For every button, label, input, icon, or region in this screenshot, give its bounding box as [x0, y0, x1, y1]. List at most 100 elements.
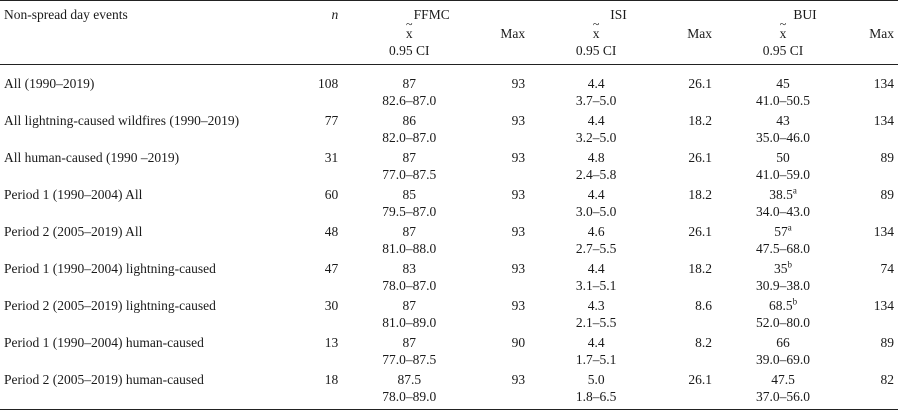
- bui-significance-mark: a: [787, 222, 792, 233]
- bui-max: 134: [873, 224, 894, 239]
- table-row-ci: 78.0–89.0 1.8–6.5 37.0–56.0: [0, 388, 898, 410]
- bui-median-symbol: x: [780, 16, 787, 42]
- isi-median: 4.3: [587, 298, 605, 313]
- isi-max: 18.2: [688, 187, 712, 202]
- row-label: Period 1 (1990–2004) All: [4, 187, 143, 202]
- bui-median: 35: [774, 261, 788, 276]
- table-row: All human-caused (1990 –2019) 31 87 93 4.8 26…: [0, 149, 898, 166]
- bui-median: 50: [776, 150, 790, 165]
- row-n: 31: [324, 150, 339, 165]
- ffmc-median: 85: [402, 187, 417, 202]
- bui-ci: 41.0–59.0: [756, 167, 811, 182]
- ffmc-ci: 77.0–87.5: [382, 352, 437, 367]
- row-n: 108: [317, 76, 339, 91]
- bui-ci: 47.5–68.0: [756, 241, 811, 256]
- table-row: Period 1 (1990–2004) All 60 85 93 4.4 18.2 38.…: [0, 186, 898, 203]
- ffmc-ci: 77.0–87.5: [382, 167, 437, 182]
- table-row-ci: 77.0–87.5 1.7–5.1 39.0–69.0: [0, 351, 898, 371]
- table-row-ci: 82.6–87.0 3.7–5.0 41.0–50.5: [0, 92, 898, 112]
- row-label: Period 2 (2005–2019) lightning-caused: [4, 298, 216, 313]
- bui-median-cell: 50: [712, 149, 854, 166]
- isi-ci: 3.0–5.0: [575, 204, 617, 219]
- bui-significance-mark: a: [792, 185, 797, 196]
- bui-max: 82: [880, 372, 895, 387]
- isi-ci: 1.7–5.1: [575, 352, 617, 367]
- isi-median-symbol: x: [593, 16, 600, 42]
- ffmc-median: 83: [402, 261, 417, 276]
- header-ffmc: FFMC: [338, 0, 526, 25]
- isi-median: 4.4: [587, 261, 605, 276]
- bui-significance-mark: b: [787, 259, 793, 270]
- ffmc-ci: 78.0–89.0: [338, 388, 481, 410]
- table-row-ci: 81.0–89.0 2.1–5.5 52.0–80.0: [0, 314, 898, 334]
- bui-median: 57: [774, 224, 788, 239]
- bui-max: 89: [880, 335, 895, 350]
- bui-median: 47.5: [771, 372, 795, 387]
- isi-median: 4.8: [587, 150, 605, 165]
- bui-median-cell: 45: [712, 75, 854, 92]
- bui-ci: 41.0–50.5: [756, 93, 811, 108]
- row-n: 60: [324, 187, 339, 202]
- ffmc-ci: 79.5–87.0: [382, 204, 437, 219]
- row-n: 18: [324, 372, 339, 387]
- isi-max: 8.2: [695, 335, 712, 350]
- bui-median: 45: [776, 76, 790, 91]
- header-isi: ISI: [525, 0, 712, 25]
- bui-max: 134: [873, 76, 894, 91]
- row-label: All human-caused (1990 –2019): [4, 150, 180, 165]
- table-row: Period 2 (2005–2019) human-caused 18 87.5 9…: [0, 371, 898, 388]
- isi-max: 26.1: [688, 76, 712, 91]
- isi-max: 8.6: [695, 298, 712, 313]
- isi-max: 18.2: [688, 113, 712, 128]
- isi-median: 4.4: [587, 187, 605, 202]
- ffmc-ci-header: 0.95 CI: [338, 42, 481, 65]
- bui-ci: 39.0–69.0: [756, 352, 811, 367]
- ffmc-max: 93: [511, 298, 526, 313]
- isi-max: 26.1: [688, 224, 712, 239]
- ffmc-max: 93: [511, 224, 526, 239]
- row-n: 77: [324, 113, 339, 128]
- bui-significance-mark: b: [792, 296, 798, 307]
- isi-ci: 3.7–5.0: [575, 93, 617, 108]
- row-label: Period 1 (1990–2004) lightning-caused: [4, 261, 216, 276]
- bui-max: 74: [880, 261, 895, 276]
- table-row-ci: 77.0–87.5 2.4–5.8 41.0–59.0: [0, 166, 898, 186]
- ffmc-median: 87: [402, 76, 417, 91]
- bui-median: 38.5: [769, 187, 793, 202]
- bui-max: 89: [880, 187, 895, 202]
- bui-ci: 37.0–56.0: [711, 388, 855, 410]
- ffmc-max: 93: [511, 372, 526, 387]
- isi-ci: 3.1–5.1: [575, 278, 617, 293]
- ffmc-ci: 78.0–87.0: [382, 278, 437, 293]
- header-label: Non-spread day events: [0, 0, 304, 25]
- ffmc-ci: 82.6–87.0: [382, 93, 437, 108]
- isi-max: 26.1: [688, 150, 712, 165]
- bui-median-cell: 35b: [712, 260, 854, 277]
- isi-max: 26.1: [688, 372, 712, 387]
- isi-max-header: Max: [687, 26, 712, 41]
- isi-ci-header: 0.95 CI: [525, 42, 668, 65]
- ffmc-max: 93: [511, 150, 526, 165]
- bui-ci-header: 0.95 CI: [711, 42, 855, 65]
- table-row: All (1990–2019) 108 87 93 4.4 26.1 45 134: [0, 75, 898, 92]
- bui-median-cell: 38.5a: [712, 186, 854, 203]
- table-row-ci: 82.0–87.0 3.2–5.0 35.0–46.0: [0, 129, 898, 149]
- isi-median: 4.4: [587, 113, 605, 128]
- ffmc-median: 87: [402, 335, 417, 350]
- ffmc-median: 87: [402, 224, 417, 239]
- bui-max: 134: [873, 113, 894, 128]
- row-n: 47: [324, 261, 339, 276]
- table-row: Period 2 (2005–2019) lightning-caused 30 8…: [0, 297, 898, 314]
- ffmc-max: 93: [511, 261, 526, 276]
- header-bui: BUI: [711, 0, 898, 25]
- bui-median: 43: [776, 113, 790, 128]
- bui-median-cell: 57a: [712, 223, 854, 240]
- isi-max: 18.2: [688, 261, 712, 276]
- row-n: 30: [324, 298, 339, 313]
- isi-median: 4.6: [587, 224, 605, 239]
- ffmc-median: 87: [402, 150, 417, 165]
- table-row-ci: 78.0–87.0 3.1–5.1 30.9–38.0: [0, 277, 898, 297]
- row-n: 13: [324, 335, 339, 350]
- bui-max-header: Max: [869, 26, 894, 41]
